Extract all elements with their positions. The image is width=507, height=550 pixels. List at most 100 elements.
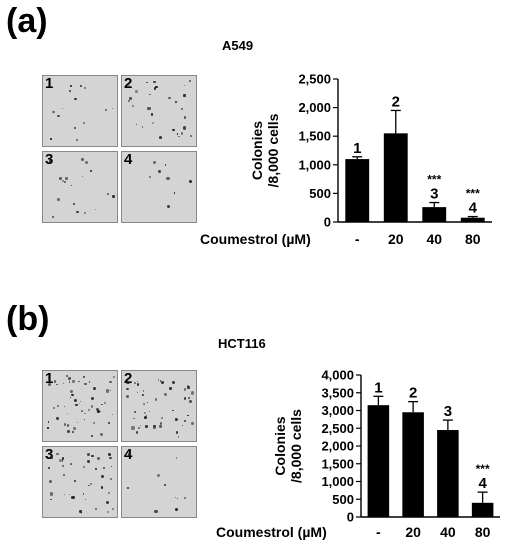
y-axis-label: /8,000 cells — [288, 409, 304, 483]
plate-a-3: 3 — [42, 151, 118, 223]
colony-dot — [150, 113, 153, 116]
colony-dot — [79, 403, 81, 405]
colony-dot — [190, 422, 194, 426]
colony-dot — [148, 410, 150, 412]
cell-line-title-a: A549 — [222, 38, 254, 53]
colony-dot — [131, 105, 135, 108]
colony-dot — [136, 383, 140, 387]
colony-dot — [85, 498, 87, 500]
colony-dot — [128, 85, 130, 87]
colony-dot — [136, 123, 138, 125]
colony-dot — [101, 486, 104, 489]
colony-dot — [159, 379, 162, 382]
colony-dot — [133, 410, 136, 413]
colony-dot — [80, 84, 83, 87]
colony-dot — [57, 404, 60, 408]
colony-dot — [175, 431, 178, 434]
colony-dot — [143, 411, 146, 414]
colony-dot — [71, 393, 74, 397]
colony-dot — [84, 161, 88, 165]
colony-dot — [63, 180, 66, 184]
y-tick-label: 2,500 — [298, 72, 331, 87]
colony-dot — [87, 484, 90, 487]
colony-dot — [76, 421, 79, 424]
colony-dot — [47, 376, 51, 379]
colony-dot — [126, 387, 129, 391]
colony-dot — [81, 410, 84, 412]
colony-dot — [73, 427, 76, 430]
panel-label-b: (b) — [6, 300, 50, 338]
colony-dot — [157, 379, 160, 381]
bar-label: 3 — [430, 186, 438, 203]
colony-dot — [171, 381, 175, 384]
colony-dot — [80, 512, 83, 514]
colony-dot — [135, 431, 139, 434]
plate-number: 2 — [124, 370, 133, 387]
colony-dot — [48, 159, 51, 162]
colony-dot — [47, 383, 51, 386]
colony-dot — [68, 381, 70, 383]
bar — [471, 502, 494, 517]
colony-dot — [93, 422, 96, 425]
colony-dot — [107, 421, 110, 424]
colony-dot — [137, 392, 139, 394]
colony-dot — [75, 403, 78, 407]
bar-label: 2 — [409, 385, 417, 402]
colony-dot — [56, 452, 59, 456]
colony-dot — [153, 80, 156, 83]
plate-a-4: 4 — [121, 151, 197, 223]
colony-dot — [91, 397, 95, 401]
colony-dot — [51, 216, 55, 219]
x-tick-label: 40 — [440, 524, 456, 540]
y-tick-label: 1,500 — [298, 129, 331, 144]
plate-b-3: 3 — [42, 446, 118, 518]
bar — [460, 217, 485, 222]
colony-dot — [68, 89, 72, 92]
y-tick-label: 2,000 — [298, 100, 331, 115]
colony-dot — [61, 460, 63, 462]
colony-dot — [48, 480, 52, 484]
bar-label: 4 — [478, 475, 487, 492]
colony-dot — [153, 161, 157, 165]
x-tick-label: 20 — [405, 524, 421, 540]
bar — [402, 412, 424, 517]
colony-dot — [74, 97, 77, 101]
colony-dot — [58, 177, 62, 181]
colony-dot — [69, 494, 71, 496]
y-tick-label: 1,000 — [298, 157, 331, 172]
colony-dot — [81, 175, 84, 177]
colony-dot — [149, 94, 151, 96]
y-tick-label: 500 — [309, 186, 331, 201]
colony-dot — [105, 501, 109, 505]
colony-dot — [109, 389, 112, 392]
x-tick-label: 40 — [426, 231, 442, 247]
colony-dot — [183, 396, 187, 400]
colony-dot — [106, 193, 109, 195]
colony-dot — [82, 492, 85, 495]
colony-dot — [183, 116, 186, 119]
colony-dot — [108, 491, 111, 494]
x-tick-label: - — [376, 524, 381, 540]
colony-dot — [74, 480, 77, 483]
colony-dot — [132, 417, 135, 420]
plate-a-2: 2 — [121, 75, 197, 147]
colony-dot — [178, 135, 180, 137]
colony-dot — [189, 80, 191, 83]
colony-dot — [94, 467, 97, 471]
colony-dot — [142, 402, 146, 406]
colony-dot — [174, 508, 178, 511]
x-tick-label: 80 — [465, 231, 481, 247]
bar-label: 1 — [374, 379, 382, 396]
colony-dot — [105, 109, 107, 111]
colony-dot — [140, 424, 142, 426]
colony-dot — [97, 411, 100, 414]
colony-dot — [181, 107, 184, 110]
colony-dot — [189, 134, 192, 138]
colony-dot — [134, 382, 136, 384]
colony-dot — [80, 158, 85, 162]
x-tick-label: 20 — [388, 231, 404, 247]
colony-dot — [184, 85, 186, 87]
colony-dot — [86, 452, 90, 456]
colony-dot — [79, 510, 83, 513]
